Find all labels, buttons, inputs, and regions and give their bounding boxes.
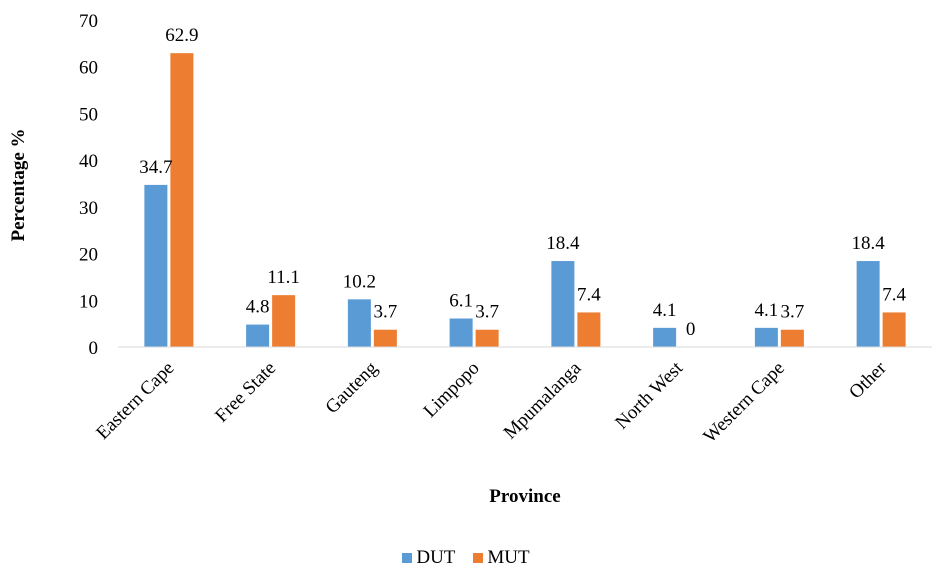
- bar-dut: [246, 324, 270, 347]
- y-tick-label: 60: [79, 58, 98, 79]
- data-label-dut: 10.2: [343, 271, 376, 292]
- x-tick-label: Western Cape: [699, 358, 789, 448]
- legend-label-dut: DUT: [416, 547, 456, 568]
- legend-item-mut: MUT: [473, 547, 530, 569]
- x-tick-label: Gauteng: [322, 357, 383, 418]
- bar-dut: [347, 299, 371, 347]
- x-tick-label: Other: [845, 357, 891, 403]
- x-tick-label: Free State: [211, 358, 280, 427]
- bar-dut: [144, 184, 168, 347]
- data-label-mut: 0: [686, 319, 696, 340]
- data-label-dut: 4.8: [246, 297, 270, 318]
- bar-dut: [449, 318, 473, 347]
- data-label-dut: 18.4: [852, 233, 886, 254]
- legend-item-dut: DUT: [402, 547, 455, 569]
- data-label-mut: 3.7: [374, 302, 398, 323]
- bar-chart: 0 10 20 30 40 50 60 70 34.7 4.8 10.2 6.1 18.4 4.1 4.1…: [8, 11, 932, 507]
- bar-mut: [475, 329, 499, 347]
- data-label-dut: 4.1: [653, 300, 677, 321]
- y-tick-label: 0: [89, 338, 99, 359]
- x-tick-label: North West: [611, 357, 687, 433]
- data-label-dut: 34.7: [139, 157, 172, 178]
- bar-mut: [272, 295, 296, 347]
- y-tick-label: 70: [79, 11, 98, 32]
- legend-swatch-mut: [473, 553, 484, 563]
- bar-dut: [653, 327, 677, 347]
- legend: DUT MUT: [0, 547, 932, 569]
- data-label-dut: 4.1: [755, 300, 779, 321]
- bar-mut: [577, 312, 601, 347]
- y-axis-title: Percentage %: [8, 128, 29, 241]
- data-label-mut: 3.7: [781, 302, 805, 323]
- legend-label-mut: MUT: [487, 547, 530, 568]
- data-label-mut: 62.9: [165, 25, 198, 46]
- y-tick-label: 40: [79, 151, 98, 172]
- bar-mut: [882, 312, 906, 347]
- data-label-mut: 7.4: [882, 284, 906, 305]
- data-label-dut: 18.4: [546, 233, 580, 254]
- data-labels: 34.7 4.8 10.2 6.1 18.4 4.1 4.1 18.4 62.9 11.1 3.7 3…: [139, 25, 906, 340]
- bar-mut: [170, 53, 194, 347]
- y-tick-label: 10: [79, 291, 98, 312]
- data-label-mut: 3.7: [475, 302, 499, 323]
- x-axis: Eastern Cape Free State Gauteng Limpopo Mpum…: [92, 346, 932, 448]
- x-tick-label: Limpopo: [420, 358, 484, 422]
- bars: [144, 53, 906, 347]
- bar-mut: [373, 329, 397, 347]
- bar-mut: [780, 329, 804, 347]
- legend-swatch-dut: [402, 553, 413, 563]
- bar-dut: [856, 261, 880, 347]
- y-tick-label: 30: [79, 198, 98, 219]
- x-axis-title: Province: [489, 486, 560, 507]
- x-tick-label: Mpumalanga: [500, 357, 586, 443]
- data-label-dut: 6.1: [449, 291, 473, 312]
- bar-dut: [551, 261, 575, 347]
- data-label-mut: 7.4: [577, 284, 601, 305]
- data-label-mut: 11.1: [267, 267, 300, 288]
- y-tick-label: 20: [79, 245, 98, 266]
- y-tick-label: 50: [79, 104, 98, 125]
- bar-dut: [754, 327, 778, 347]
- y-axis: 0 10 20 30 40 50 60 70: [79, 11, 98, 359]
- x-tick-label: Eastern Cape: [92, 358, 178, 444]
